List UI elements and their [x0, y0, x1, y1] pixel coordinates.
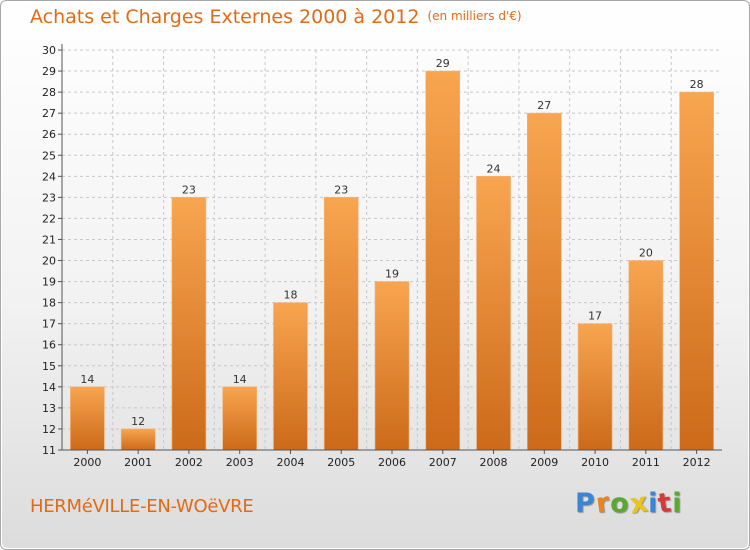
- x-tick-label: 2009: [530, 456, 558, 469]
- y-tick-label: 21: [42, 233, 56, 246]
- x-tick-label: 2005: [327, 456, 355, 469]
- bar-2007: [425, 70, 461, 451]
- x-tick-label: 2000: [73, 456, 101, 469]
- y-tick-label: 11: [42, 444, 56, 457]
- x-tick-label: 2002: [175, 456, 203, 469]
- y-tick-label: 17: [42, 318, 56, 331]
- chart-subtitle: (en milliers d'€): [427, 9, 522, 23]
- y-tick-label: 29: [42, 65, 56, 78]
- y-tick-label: 15: [42, 360, 56, 373]
- bar-2012: [679, 91, 714, 451]
- data-label-2006: 19: [385, 268, 399, 281]
- x-tick-label: 2008: [480, 456, 508, 469]
- data-label-2004: 18: [283, 289, 297, 302]
- logo-letter: P: [575, 488, 596, 519]
- x-tick-label: 2006: [378, 456, 406, 469]
- bar-2002: [171, 197, 207, 451]
- x-tick-label: 2003: [226, 456, 254, 469]
- x-tick-label: 2004: [276, 456, 304, 469]
- bar-2005: [323, 197, 359, 451]
- y-tick-label: 25: [42, 149, 56, 162]
- y-tick-label: 18: [42, 297, 56, 310]
- axes: 11 12 13 14 15 16 17 18 19 20 21 22 23 24 25 26 27 28 29 30…: [42, 44, 722, 469]
- bar-2008: [476, 176, 511, 451]
- proxiti-logo: Proxiti: [575, 486, 683, 521]
- y-tick-label: 19: [42, 276, 56, 289]
- x-tick-label: 2011: [632, 456, 660, 469]
- x-tick-label: 2001: [124, 456, 152, 469]
- data-label-2002: 23: [182, 183, 196, 196]
- y-tick-label: 27: [42, 107, 56, 120]
- data-label-2005: 23: [334, 183, 348, 196]
- bar-2000: [70, 386, 105, 451]
- chart-title: Achats et Charges Externes 2000 à 2012 (e…: [30, 6, 522, 28]
- bars: 14 12 23 14 18 23 19 29 24 27 17 20 28: [70, 57, 714, 451]
- logo-letter: i: [672, 488, 683, 519]
- bar-2010: [577, 323, 613, 451]
- data-label-2012: 28: [690, 78, 704, 91]
- y-tick-label: 24: [42, 170, 56, 183]
- data-label-2009: 27: [537, 99, 551, 112]
- x-tick-label: 2007: [429, 456, 457, 469]
- y-tick-label: 30: [42, 44, 56, 57]
- chart-title-text: Achats et Charges Externes 2000 à 2012: [30, 6, 420, 28]
- y-tick-label: 22: [42, 212, 56, 225]
- data-label-2010: 17: [588, 310, 602, 323]
- bar-2009: [527, 112, 562, 451]
- y-tick-label: 20: [42, 255, 56, 268]
- data-label-2007: 29: [436, 57, 450, 70]
- y-tick-label: 28: [42, 86, 56, 99]
- bar-2011: [628, 260, 664, 451]
- data-label-2011: 20: [639, 247, 653, 260]
- y-tick-label: 14: [42, 381, 56, 394]
- data-label-2008: 24: [487, 162, 501, 175]
- logo-letter: i: [648, 488, 659, 519]
- x-tick-label: 2012: [683, 456, 711, 469]
- bar-2004: [273, 302, 308, 451]
- bar-2003: [222, 386, 257, 451]
- commune-name: HERMéVILLE-EN-WOëVRE: [30, 496, 254, 517]
- x-tick-label: 2010: [581, 456, 609, 469]
- logo-letter: o: [610, 488, 630, 519]
- y-tick-label: 23: [42, 191, 56, 204]
- data-label-2001: 12: [131, 415, 145, 428]
- bar-2001: [120, 428, 156, 451]
- data-label-2000: 14: [80, 373, 94, 386]
- bar-2006: [374, 281, 410, 451]
- y-tick-label: 13: [42, 402, 56, 415]
- y-tick-label: 26: [42, 128, 56, 141]
- logo-letter: x: [627, 486, 651, 521]
- y-tick-label: 16: [42, 339, 56, 352]
- y-tick-label: 12: [42, 423, 56, 436]
- data-label-2003: 14: [233, 373, 247, 386]
